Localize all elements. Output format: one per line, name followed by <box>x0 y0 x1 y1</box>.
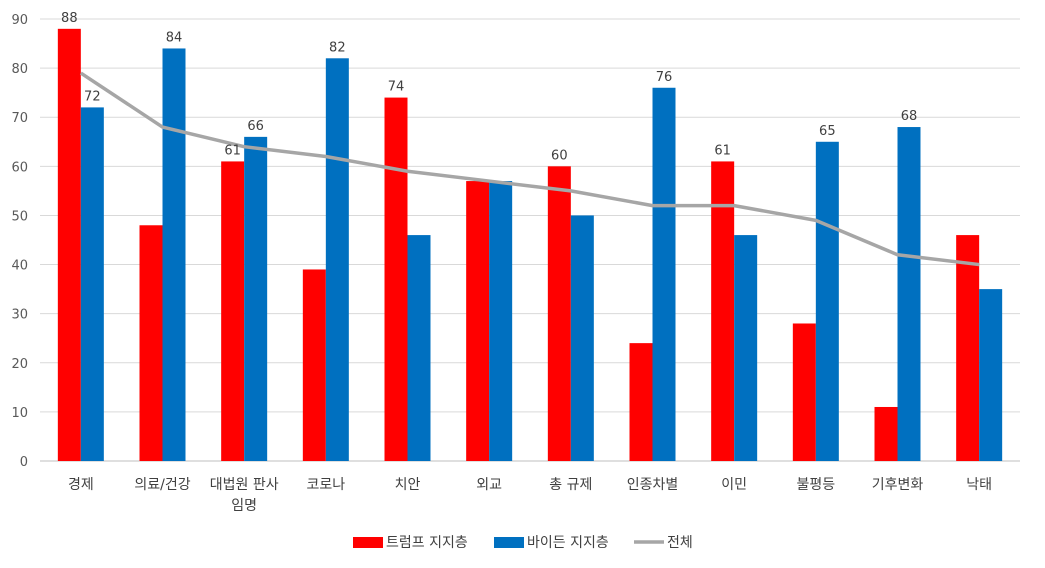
y-tick-label: 60 <box>11 160 28 175</box>
category-label-line: 외교 <box>476 477 502 493</box>
trump-bar <box>711 161 735 461</box>
trump-bar <box>629 343 653 461</box>
y-tick-label: 50 <box>11 209 28 224</box>
trump-bar <box>956 235 980 461</box>
data-label: 74 <box>388 80 405 95</box>
category-label: 치안 <box>395 477 421 493</box>
legend-swatch <box>353 537 383 548</box>
biden-bar <box>325 58 349 462</box>
trump-bar <box>302 269 326 461</box>
gridlines <box>40 18 1020 462</box>
total-line <box>79 71 980 267</box>
data-label: 66 <box>247 119 264 134</box>
bars <box>57 28 1003 462</box>
category-label: 기후변화 <box>872 477 924 493</box>
biden-bar <box>734 235 758 461</box>
category-label: 인종차별 <box>627 477 679 493</box>
biden-bar <box>407 235 431 461</box>
category-label-line: 이민 <box>721 477 747 493</box>
legend-item: 트럼프 지지층 <box>353 535 468 551</box>
legend-item: 바이든 지지층 <box>494 535 609 551</box>
legend-label: 전체 <box>667 535 693 551</box>
category-label: 의료/건강 <box>134 477 190 493</box>
biden-bar <box>979 289 1003 461</box>
category-label-line: 코로나 <box>307 477 346 493</box>
y-tick-label: 90 <box>11 13 28 28</box>
category-label: 총 규제 <box>549 477 592 493</box>
biden-bar <box>162 48 186 461</box>
data-label: 88 <box>61 11 78 26</box>
legend: 트럼프 지지층 바이든 지지층 전체 <box>353 535 693 551</box>
biden-bar <box>570 215 594 461</box>
data-label: 84 <box>166 30 183 45</box>
category-label: 외교 <box>476 477 502 493</box>
category-label-line: 치안 <box>395 477 421 493</box>
category-label-line: 의료/건강 <box>134 477 190 493</box>
category-label-line: 대법원 판사 <box>210 477 279 493</box>
y-tick-label: 70 <box>11 111 28 126</box>
legend-swatch <box>494 537 524 548</box>
trump-bar <box>57 28 81 461</box>
category-label-line: 불평등 <box>797 477 836 493</box>
trump-bar <box>547 166 571 462</box>
data-label: 60 <box>551 148 568 163</box>
biden-bar <box>80 107 104 462</box>
biden-bar <box>897 127 921 462</box>
total-series-line <box>79 71 980 267</box>
y-tick-label: 40 <box>11 259 28 274</box>
biden-bar <box>815 141 839 461</box>
y-tick-label: 30 <box>11 308 28 323</box>
category-label: 이민 <box>721 477 747 493</box>
data-label: 72 <box>84 89 101 104</box>
legend-item: 전체 <box>634 535 693 551</box>
trump-bar <box>221 161 245 461</box>
category-label-line: 인종차별 <box>627 477 679 493</box>
y-tick-label: 0 <box>20 455 28 470</box>
trump-bar <box>792 323 816 461</box>
category-label: 불평등 <box>797 477 836 493</box>
trump-bar <box>139 225 163 461</box>
category-label-line: 낙태 <box>966 477 992 493</box>
data-label: 65 <box>819 124 836 139</box>
category-label: 코로나 <box>307 477 346 493</box>
y-tick-label: 80 <box>11 62 28 77</box>
y-tick-label: 20 <box>11 357 28 372</box>
biden-bar <box>652 87 676 461</box>
category-label: 낙태 <box>966 477 992 493</box>
category-label-line: 총 규제 <box>549 477 592 493</box>
data-label: 61 <box>224 143 241 158</box>
legend-label: 바이든 지지층 <box>527 535 609 551</box>
trump-bar <box>384 97 408 462</box>
data-label: 68 <box>901 109 918 124</box>
category-label-line: 기후변화 <box>872 477 924 493</box>
legend-label: 트럼프 지지층 <box>386 535 468 551</box>
biden-bar <box>489 181 513 462</box>
category-label: 경제 <box>68 477 94 493</box>
category-label-line: 임명 <box>231 498 257 514</box>
category-label-line: 경제 <box>68 477 94 493</box>
trump-bar <box>466 181 490 462</box>
data-label: 61 <box>714 143 731 158</box>
data-label: 76 <box>656 70 673 85</box>
y-tick-label: 10 <box>11 406 28 421</box>
data-label: 82 <box>329 40 346 55</box>
trump-bar <box>874 406 898 461</box>
biden-bar <box>244 136 268 461</box>
data-labels: 88 61 74 60 61 72 84 66 82 76 65 68 <box>61 11 917 164</box>
y-axis-ticks: 0 10 20 30 40 50 60 70 80 90 <box>11 13 28 470</box>
